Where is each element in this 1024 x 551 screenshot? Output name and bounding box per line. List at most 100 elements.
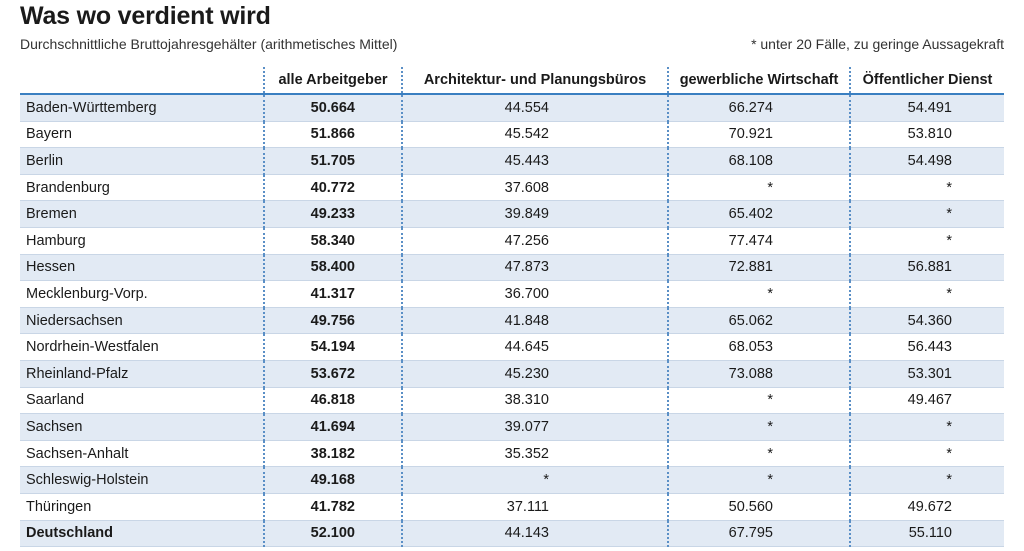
table-cell: 39.077 bbox=[401, 413, 668, 441]
table-cell: 67.795 bbox=[667, 520, 850, 547]
table-cell: 41.782 bbox=[263, 493, 402, 520]
header-architektur: Architektur- und Planungsbüros bbox=[401, 67, 668, 95]
table-cell: 46.818 bbox=[263, 387, 402, 414]
table-cell: 45.443 bbox=[401, 147, 668, 175]
table-cell: 53.672 bbox=[263, 360, 402, 388]
table-row: Hamburg 58.340 47.256 77.474 * bbox=[20, 227, 1004, 255]
table-cell: 39.849 bbox=[401, 200, 668, 228]
table-cell: 45.230 bbox=[401, 360, 668, 388]
table-body: Baden-Württemberg 50.664 44.554 66.274 54.49… bbox=[20, 94, 1004, 547]
header-gewerbliche-wirtschaft: gewerbliche Wirtschaft bbox=[667, 67, 850, 95]
table-cell: 41.848 bbox=[401, 307, 668, 334]
table-row: Berlin 51.705 45.443 68.108 54.498 bbox=[20, 147, 1004, 175]
table-cell: 36.700 bbox=[401, 280, 668, 308]
table-cell: 66.274 bbox=[667, 94, 850, 122]
table-row: Rheinland-Pfalz 53.672 45.230 73.088 53.301 bbox=[20, 360, 1004, 388]
salary-table: alle Arbeitgeber Architektur- und Planun… bbox=[20, 67, 1004, 547]
table-cell: 51.705 bbox=[263, 147, 402, 175]
table-cell: * bbox=[849, 413, 1004, 441]
table-cell: 47.873 bbox=[401, 254, 668, 281]
table-row: Saarland 46.818 38.310 * 49.467 bbox=[20, 387, 1004, 414]
row-label: Rheinland-Pfalz bbox=[26, 365, 129, 382]
table-cell: * bbox=[667, 174, 850, 201]
table-cell: * bbox=[849, 280, 1004, 308]
table-cell: 56.881 bbox=[849, 254, 1004, 281]
table-cell: 54.498 bbox=[849, 147, 1004, 175]
table-cell: 44.143 bbox=[401, 520, 668, 547]
row-label: Saarland bbox=[26, 392, 85, 409]
table-cell: 68.053 bbox=[667, 333, 850, 361]
footnote: * unter 20 Fälle, zu geringe Aussagekraf… bbox=[751, 36, 1004, 52]
table-cell: 35.352 bbox=[401, 440, 668, 467]
row-label: Sachsen bbox=[26, 418, 83, 435]
table-cell: 73.088 bbox=[667, 360, 850, 388]
row-label: Baden-Württemberg bbox=[26, 99, 157, 116]
table-cell: 53.301 bbox=[849, 360, 1004, 388]
chart-subtitle: Durchschnittliche Bruttojahresgehälter (… bbox=[20, 36, 398, 52]
table-row: Bayern 51.866 45.542 70.921 53.810 bbox=[20, 121, 1004, 148]
table-row: Baden-Württemberg 50.664 44.554 66.274 54.49… bbox=[20, 94, 1004, 122]
table-row: Hessen 58.400 47.873 72.881 56.881 bbox=[20, 254, 1004, 281]
table-cell: 41.317 bbox=[263, 280, 402, 308]
table-row: Bremen 49.233 39.849 65.402 * bbox=[20, 200, 1004, 228]
row-label: Bremen bbox=[26, 206, 77, 223]
table-header-row: alle Arbeitgeber Architektur- und Planun… bbox=[20, 67, 1004, 95]
table-cell: 70.921 bbox=[667, 121, 850, 148]
table-cell: 52.100 bbox=[263, 520, 402, 547]
table-cell: 72.881 bbox=[667, 254, 850, 281]
table-cell: 47.256 bbox=[401, 227, 668, 255]
row-label: Mecklenburg-Vorp. bbox=[26, 285, 148, 302]
table-cell: 49.756 bbox=[263, 307, 402, 334]
chart-title: Was wo verdient wird bbox=[20, 2, 271, 30]
header-oeffentlicher-dienst: Öffentlicher Dienst bbox=[849, 67, 1004, 95]
table-row: Sachsen 41.694 39.077 * * bbox=[20, 413, 1004, 441]
table-cell: 50.664 bbox=[263, 94, 402, 122]
table-cell: * bbox=[667, 466, 850, 494]
table-cell: 45.542 bbox=[401, 121, 668, 148]
row-label: Nordrhein-Westfalen bbox=[26, 339, 159, 356]
table-cell: 38.310 bbox=[401, 387, 668, 414]
table-cell: 50.560 bbox=[667, 493, 850, 520]
table-cell: 51.866 bbox=[263, 121, 402, 148]
table-cell: * bbox=[849, 200, 1004, 228]
table-cell: * bbox=[667, 280, 850, 308]
table-cell: * bbox=[667, 387, 850, 414]
table-cell: 54.360 bbox=[849, 307, 1004, 334]
row-label: Berlin bbox=[26, 152, 64, 169]
table-cell: 54.194 bbox=[263, 333, 402, 361]
table-cell: 65.402 bbox=[667, 200, 850, 228]
row-label: Hessen bbox=[26, 259, 76, 276]
table-cell: 41.694 bbox=[263, 413, 402, 441]
table-cell: * bbox=[849, 466, 1004, 494]
header-state bbox=[20, 67, 264, 95]
table-cell: 44.554 bbox=[401, 94, 668, 122]
row-label: Schleswig-Holstein bbox=[26, 472, 149, 489]
table-row: Nordrhein-Westfalen 54.194 44.645 68.053 56.… bbox=[20, 333, 1004, 361]
row-label: Sachsen-Anhalt bbox=[26, 445, 129, 462]
row-label: Bayern bbox=[26, 126, 72, 143]
table-row: Sachsen-Anhalt 38.182 35.352 * * bbox=[20, 440, 1004, 467]
table-row: Deutschland 52.100 44.143 67.795 55.110 bbox=[20, 520, 1004, 547]
table-row: Mecklenburg-Vorp. 41.317 36.700 * * bbox=[20, 280, 1004, 308]
row-label: Niedersachsen bbox=[26, 312, 123, 329]
table-cell: 65.062 bbox=[667, 307, 850, 334]
table-cell: * bbox=[849, 174, 1004, 201]
table-cell: 49.233 bbox=[263, 200, 402, 228]
table-cell: 44.645 bbox=[401, 333, 668, 361]
table-cell: * bbox=[667, 440, 850, 467]
table-cell: * bbox=[667, 413, 850, 441]
table-cell: 37.608 bbox=[401, 174, 668, 201]
table-row: Brandenburg 40.772 37.608 * * bbox=[20, 174, 1004, 201]
table-cell: 77.474 bbox=[667, 227, 850, 255]
table-row: Thüringen 41.782 37.111 50.560 49.672 bbox=[20, 493, 1004, 520]
table-cell: 49.168 bbox=[263, 466, 402, 494]
table-cell: * bbox=[401, 466, 668, 494]
table-cell: 53.810 bbox=[849, 121, 1004, 148]
table-cell: 58.400 bbox=[263, 254, 402, 281]
table-cell: 49.467 bbox=[849, 387, 1004, 414]
table-cell: 58.340 bbox=[263, 227, 402, 255]
table-cell: 54.491 bbox=[849, 94, 1004, 122]
table-cell: 55.110 bbox=[849, 520, 1004, 547]
table-cell: 37.111 bbox=[401, 493, 668, 520]
table-cell: 56.443 bbox=[849, 333, 1004, 361]
